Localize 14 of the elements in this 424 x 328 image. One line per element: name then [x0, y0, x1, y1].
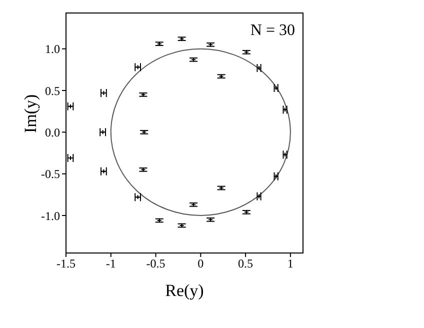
x-tick-label: 0	[198, 256, 204, 271]
y-tick-label: 1.0	[45, 42, 60, 56]
y-axis-title: Im(y)	[21, 94, 40, 133]
y-tick-label: -0.5	[41, 167, 60, 182]
y-tick-label: 0.0	[45, 125, 60, 140]
annotation: N = 30	[250, 22, 295, 39]
x-axis-title: Re(y)	[165, 281, 204, 300]
x-tick-label: -1	[106, 256, 116, 271]
x-tick-label: 1	[287, 256, 294, 271]
y-tick-label: 0.5	[45, 84, 60, 98]
y-tick-label: -1.0	[41, 208, 60, 223]
x-tick-label: 0.5	[238, 256, 254, 271]
x-tick-label: -1.5	[56, 256, 76, 271]
x-tick-label: -0.5	[146, 256, 166, 271]
